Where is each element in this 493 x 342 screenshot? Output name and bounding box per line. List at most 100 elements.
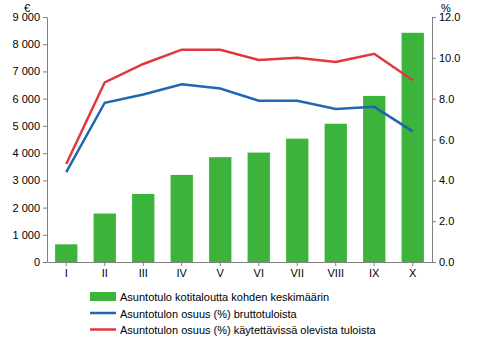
tick-mark bbox=[432, 262, 436, 263]
bar bbox=[325, 124, 347, 262]
bar bbox=[55, 244, 77, 262]
tick-label: 2.0 bbox=[439, 215, 454, 227]
bar bbox=[363, 96, 385, 262]
bar bbox=[402, 33, 424, 262]
bar bbox=[286, 139, 308, 262]
tick: 4 000 bbox=[12, 147, 47, 159]
tick: 0 bbox=[34, 256, 47, 268]
legend-label: Asuntotulon osuus (%) käytettävissä olev… bbox=[120, 324, 376, 336]
bar bbox=[132, 194, 154, 262]
tick: 2 000 bbox=[12, 202, 47, 214]
tick-mark bbox=[220, 262, 221, 266]
tick-mark bbox=[258, 262, 259, 266]
tick-mark bbox=[43, 126, 47, 127]
tick: 4.0 bbox=[432, 174, 454, 186]
tick-mark bbox=[43, 262, 47, 263]
y2-axis-label: % bbox=[441, 2, 451, 14]
tick-mark bbox=[432, 180, 436, 181]
tick: 1 000 bbox=[12, 229, 47, 241]
tick-label: IX bbox=[369, 267, 380, 279]
tick-label: 8.0 bbox=[439, 93, 454, 105]
tick-mark bbox=[43, 17, 47, 18]
x-axis: IIIIIIIVVVIVIIVIIIIXX bbox=[48, 262, 433, 279]
tick-mark bbox=[43, 71, 47, 72]
legend-swatch bbox=[90, 312, 116, 315]
chart: 0 1 000 2 000 3 000 4 000 5 000 6 000 7 000 8 00… bbox=[0, 0, 493, 342]
tick-label: 5 000 bbox=[12, 120, 40, 132]
tick-label: 4.0 bbox=[439, 174, 454, 186]
tick-mark bbox=[143, 262, 144, 266]
tick-mark bbox=[43, 235, 47, 236]
tick-label: VI bbox=[254, 267, 264, 279]
tick-mark bbox=[43, 44, 47, 45]
legend: Asuntotulo kotitaloutta kohden keskimäär… bbox=[90, 291, 376, 336]
tick: III bbox=[139, 262, 148, 279]
tick-label: 0 bbox=[34, 256, 40, 268]
legend-item: Asuntotulo kotitaloutta kohden keskimäär… bbox=[90, 291, 329, 303]
tick-mark bbox=[181, 262, 182, 266]
tick-label: 1 000 bbox=[12, 229, 40, 241]
tick: 8.0 bbox=[432, 93, 454, 105]
tick-mark bbox=[43, 208, 47, 209]
tick-mark bbox=[104, 262, 105, 266]
tick-mark bbox=[43, 180, 47, 181]
tick-mark bbox=[335, 262, 336, 266]
tick-label: 10.0 bbox=[439, 52, 460, 64]
legend-label: Asuntotulon osuus (%) bruttotuloista bbox=[120, 308, 298, 320]
bar bbox=[171, 175, 193, 262]
tick-label: I bbox=[65, 267, 68, 279]
tick-label: II bbox=[102, 267, 108, 279]
tick: 2.0 bbox=[432, 215, 454, 227]
tick-label: 6 000 bbox=[12, 93, 40, 105]
tick-label: VIII bbox=[327, 267, 344, 279]
tick: II bbox=[102, 262, 108, 279]
plot: 0 1 000 2 000 3 000 4 000 5 000 6 000 7 000 8 00… bbox=[12, 11, 460, 279]
tick: IX bbox=[369, 262, 380, 279]
tick: 5 000 bbox=[12, 120, 47, 132]
tick: I bbox=[65, 262, 68, 279]
tick: V bbox=[217, 262, 225, 279]
tick-mark bbox=[432, 99, 436, 100]
tick-label: 4 000 bbox=[12, 147, 40, 159]
tick-mark bbox=[43, 153, 47, 154]
tick-label: 7 000 bbox=[12, 65, 40, 77]
bar bbox=[209, 157, 231, 262]
tick-mark bbox=[43, 99, 47, 100]
marks bbox=[55, 33, 424, 262]
tick-mark bbox=[432, 58, 436, 59]
legend-label: Asuntotulo kotitaloutta kohden keskimäär… bbox=[120, 291, 329, 303]
tick-label: 8 000 bbox=[12, 38, 40, 50]
bar bbox=[94, 214, 116, 262]
tick: 0.0 bbox=[432, 256, 454, 268]
bar bbox=[248, 153, 270, 262]
line bbox=[66, 84, 413, 172]
tick-mark bbox=[432, 17, 436, 18]
tick-label: IV bbox=[177, 267, 188, 279]
y-axis: 0 1 000 2 000 3 000 4 000 5 000 6 000 7 000 8 00… bbox=[12, 11, 47, 268]
tick-mark bbox=[432, 140, 436, 141]
tick: X bbox=[409, 262, 417, 279]
tick-mark bbox=[297, 262, 298, 266]
tick-label: 0.0 bbox=[439, 256, 454, 268]
legend-swatch bbox=[90, 292, 116, 301]
tick-label: III bbox=[139, 267, 148, 279]
legend-swatch bbox=[90, 328, 116, 331]
tick: VI bbox=[254, 262, 264, 279]
line bbox=[66, 50, 413, 164]
tick-mark bbox=[66, 262, 67, 266]
tick-label: 3 000 bbox=[12, 174, 40, 186]
tick-label: 6.0 bbox=[439, 134, 454, 146]
tick: 3 000 bbox=[12, 174, 47, 186]
tick: 6 000 bbox=[12, 93, 47, 105]
y-axis-label: € bbox=[24, 2, 30, 14]
tick: VIII bbox=[327, 262, 344, 279]
tick-mark bbox=[412, 262, 413, 266]
tick-mark bbox=[374, 262, 375, 266]
tick-label: 2 000 bbox=[12, 202, 40, 214]
tick-label: VII bbox=[291, 267, 304, 279]
tick: IV bbox=[177, 262, 188, 279]
tick: 8 000 bbox=[12, 38, 47, 50]
tick-mark bbox=[432, 221, 436, 222]
axis-line bbox=[47, 18, 48, 263]
tick-label: V bbox=[217, 267, 225, 279]
